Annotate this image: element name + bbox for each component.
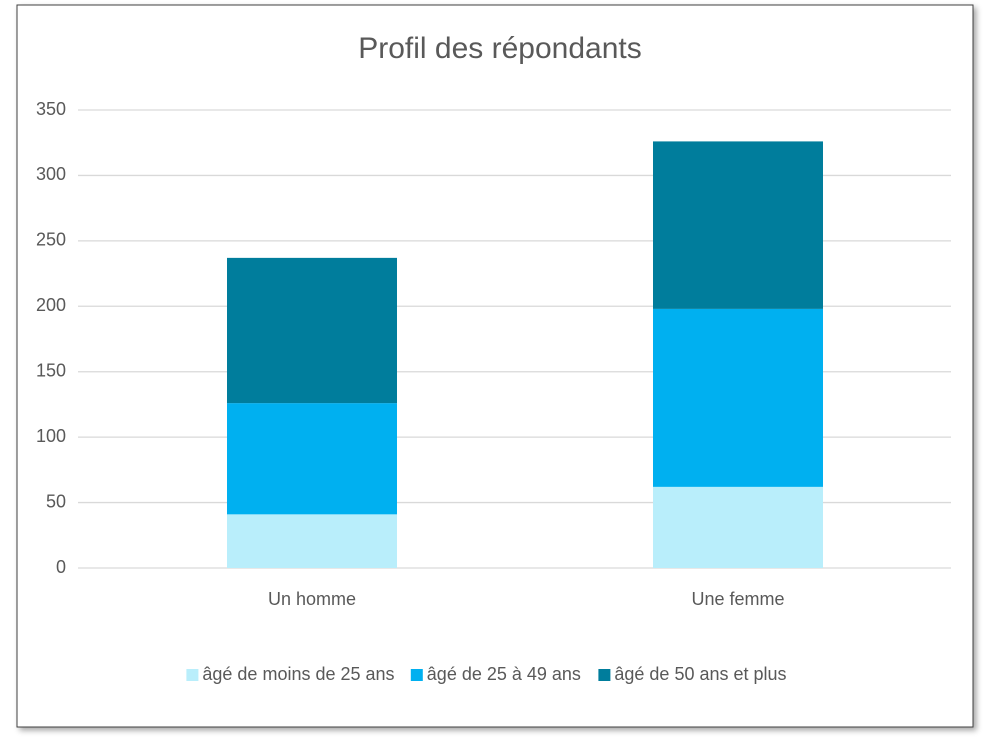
legend-swatch (186, 669, 199, 681)
bar-segment (227, 403, 397, 515)
y-tick-label: 350 (36, 99, 66, 119)
legend-swatch (410, 669, 423, 681)
y-tick-label: 50 (46, 491, 66, 511)
chart-title: Profil des répondants (358, 32, 642, 65)
bar-segment (227, 257, 397, 404)
bar-segment (653, 308, 823, 487)
legend-label: âgé de moins de 25 ans (202, 664, 394, 684)
y-tick-label: 0 (56, 557, 66, 577)
y-tick-label: 150 (36, 360, 66, 380)
y-tick-label: 200 (36, 295, 66, 315)
chart-frame (16, 4, 974, 728)
x-tick-label: Une femme (691, 589, 784, 609)
y-tick-label: 100 (36, 426, 66, 446)
bar-segment (653, 486, 823, 568)
bar-segment (653, 141, 823, 309)
x-tick-label: Un homme (268, 589, 356, 609)
bar-segment (227, 514, 397, 568)
legend-swatch (598, 669, 611, 681)
legend-label: âgé de 50 ans et plus (614, 664, 786, 684)
y-tick-label: 250 (36, 230, 66, 250)
y-tick-label: 300 (36, 164, 66, 184)
legend-label: âgé de 25 à 49 ans (427, 664, 581, 684)
